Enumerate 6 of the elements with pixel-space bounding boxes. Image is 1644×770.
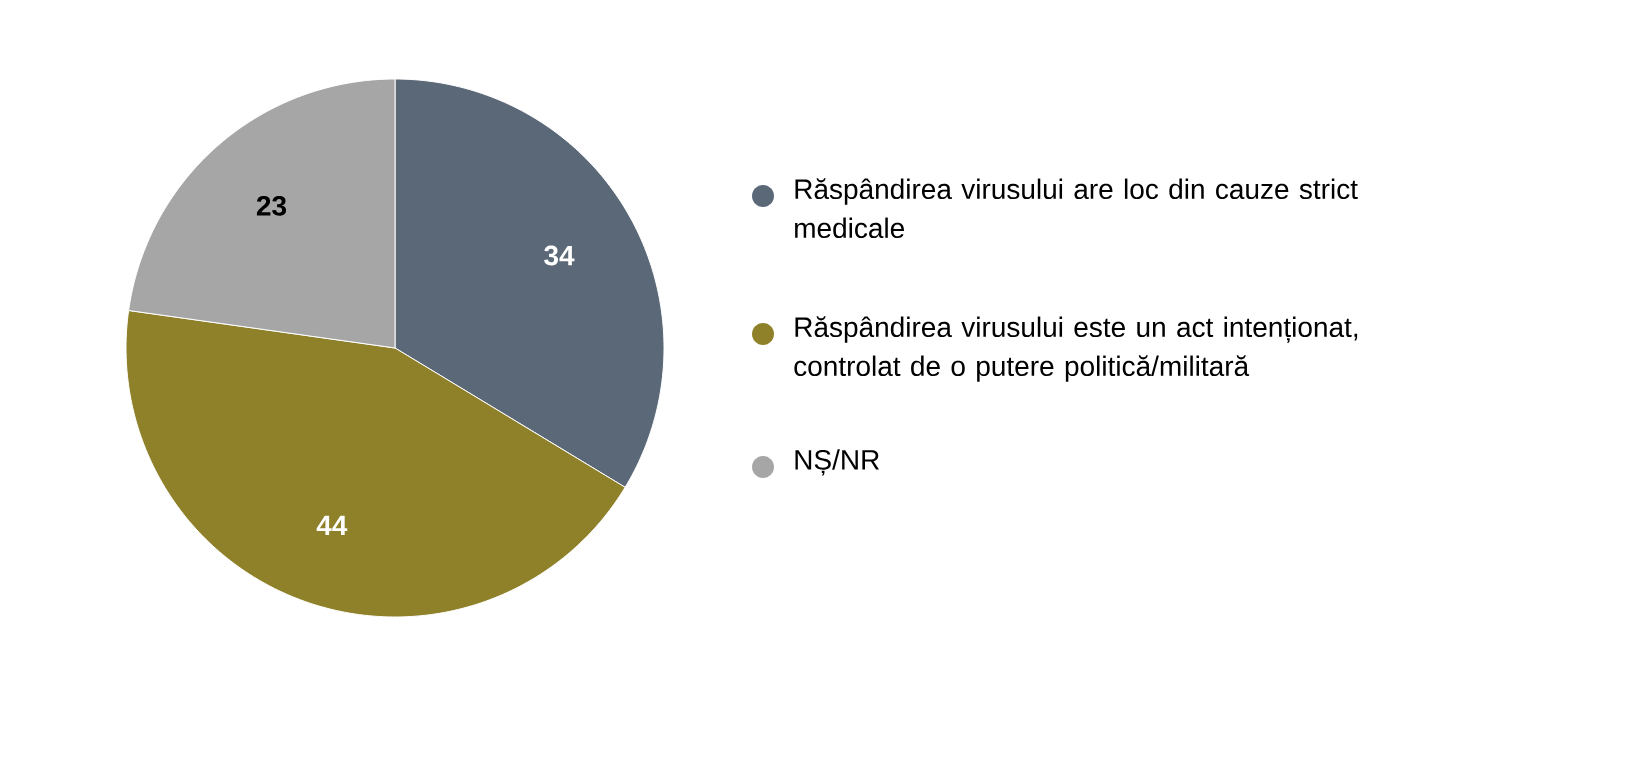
data-label: 44 — [316, 515, 348, 536]
data-label: 23 — [256, 195, 287, 216]
data-label: 34 — [544, 245, 575, 266]
legend-label: Răspândirea virusului este un act intenționat, controlat de o putere politică/militară — [794, 316, 1358, 382]
legend-label: NȘ/NR — [795, 449, 880, 476]
legend-label: Răspândirea virusului are loc din cauze strict medicale — [795, 178, 1358, 239]
